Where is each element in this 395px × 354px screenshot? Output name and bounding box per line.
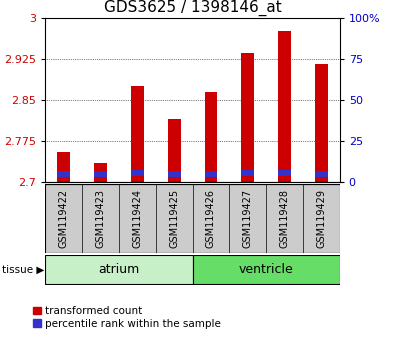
Bar (57, 152, 70, 182)
Text: GSM119422: GSM119422 (59, 189, 69, 248)
Text: GSM119429: GSM119429 (316, 189, 326, 248)
Legend: transformed count, percentile rank within the sample: transformed count, percentile rank withi… (33, 306, 221, 329)
Bar (278, 170, 291, 176)
Text: GSM119425: GSM119425 (169, 189, 179, 248)
Bar (45, 256, 193, 284)
Bar (131, 86, 144, 182)
Text: tissue ▶: tissue ▶ (2, 265, 44, 275)
Bar (205, 92, 217, 182)
Bar (278, 32, 291, 182)
Text: GSM119424: GSM119424 (132, 189, 142, 248)
Text: atrium: atrium (98, 263, 139, 276)
Bar (168, 171, 181, 177)
Text: ventricle: ventricle (239, 263, 293, 276)
Text: GSM119423: GSM119423 (96, 189, 105, 248)
Bar (193, 256, 340, 284)
Bar (94, 171, 107, 177)
Bar (315, 171, 328, 177)
Bar (241, 170, 254, 176)
Bar (241, 53, 254, 182)
Title: GDS3625 / 1398146_at: GDS3625 / 1398146_at (103, 0, 281, 16)
Text: GSM119426: GSM119426 (206, 189, 216, 248)
Text: GSM119427: GSM119427 (243, 189, 253, 248)
Bar (57, 171, 70, 177)
Bar (94, 163, 107, 182)
Text: GSM119428: GSM119428 (280, 189, 290, 248)
Bar (205, 171, 217, 177)
Bar (168, 119, 181, 182)
Bar (315, 64, 328, 182)
Bar (131, 170, 144, 176)
